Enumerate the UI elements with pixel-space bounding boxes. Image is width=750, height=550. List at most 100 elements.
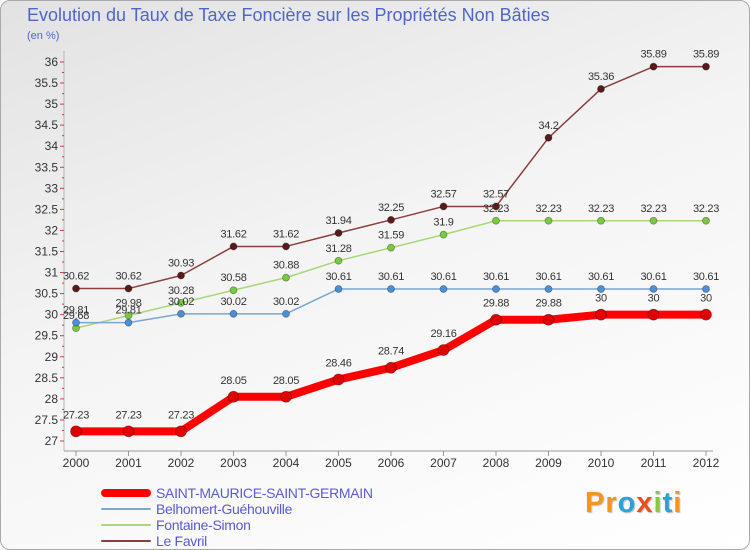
y-tick-label: 34.5 — [35, 118, 59, 132]
data-label: 29.81 — [63, 305, 89, 317]
data-label: 29.98 — [115, 298, 141, 310]
legend-item-belhomert-guehouville: Belhomert-Guéhouville — [101, 501, 373, 517]
data-label: 31.62 — [220, 228, 246, 240]
data-point — [227, 390, 240, 403]
data-point — [597, 216, 605, 225]
data-label: 28.74 — [378, 346, 404, 358]
y-tick-label: 29.5 — [35, 329, 59, 343]
data-label: 30.02 — [168, 296, 194, 308]
data-point — [385, 361, 397, 374]
data-label: 27.23 — [63, 409, 89, 421]
data-point — [177, 271, 185, 280]
y-tick-label: 28.5 — [35, 371, 59, 385]
data-point — [122, 425, 135, 438]
data-point — [334, 285, 343, 293]
legend-label: Belhomert-Guéhouville — [156, 501, 293, 517]
x-tick-label: 2009 — [535, 456, 562, 470]
y-tick-label: 34 — [45, 139, 59, 153]
data-label: 27.23 — [115, 409, 141, 421]
data-point — [282, 273, 290, 282]
data-label: 30.62 — [115, 271, 141, 283]
legend-swatch — [101, 508, 151, 510]
x-tick-label: 2002 — [168, 456, 195, 470]
data-label: 30.62 — [63, 271, 89, 283]
data-label: 31.94 — [325, 215, 351, 227]
y-tick-label: 33.5 — [35, 160, 59, 174]
data-label: 32.23 — [483, 203, 509, 215]
data-label: 30.02 — [273, 296, 299, 308]
x-tick-label: 2003 — [220, 456, 247, 470]
data-label: 30.93 — [168, 258, 194, 270]
logo-letter: i — [673, 487, 683, 519]
proxiti-logo: Proxiti — [585, 487, 682, 520]
data-point — [649, 62, 658, 71]
data-label: 29.68 — [63, 310, 89, 322]
data-point — [387, 216, 395, 224]
y-tick-label: 30 — [45, 308, 59, 322]
data-label: 30.61 — [640, 271, 666, 283]
data-point — [229, 309, 238, 318]
data-label: 34.2 — [538, 120, 558, 132]
y-tick-label: 35.5 — [35, 76, 59, 90]
data-label: 30 — [595, 293, 607, 305]
legend-swatch — [101, 489, 151, 497]
data-point — [282, 242, 290, 251]
data-point — [492, 202, 500, 211]
data-point — [647, 308, 660, 321]
logo-letter: x — [636, 487, 654, 519]
legend-swatch — [101, 540, 151, 542]
data-point — [387, 243, 395, 252]
data-point — [387, 285, 395, 293]
data-point — [282, 309, 290, 318]
x-tick-label: 2008 — [483, 456, 510, 470]
data-point — [72, 318, 80, 327]
data-label: 31.62 — [273, 228, 299, 240]
data-label: 32.23 — [693, 203, 719, 215]
y-tick-label: 33 — [45, 181, 59, 195]
data-point — [229, 286, 238, 295]
y-tick-label: 28 — [45, 392, 59, 406]
data-point — [597, 85, 605, 93]
data-point — [544, 285, 553, 293]
data-point — [280, 390, 292, 403]
legend-label: Fontaine-Simon — [156, 517, 251, 533]
logo-letter: P — [585, 487, 606, 519]
data-point — [542, 313, 555, 326]
data-label: 27.23 — [168, 409, 194, 421]
data-label: 28.05 — [273, 375, 299, 387]
x-tick-label: 2001 — [115, 456, 142, 470]
data-label: 28.46 — [325, 358, 351, 370]
data-label: 35.36 — [588, 71, 614, 83]
data-point — [229, 242, 238, 251]
data-point — [490, 313, 502, 326]
logo-letter: o — [617, 487, 637, 519]
data-label: 30.58 — [220, 272, 246, 284]
data-label: 30.28 — [168, 285, 194, 297]
data-point — [439, 285, 448, 293]
legend-item-saint-maurice-saint-germain: SAINT-MAURICE-SAINT-GERMAIN — [101, 485, 373, 501]
logo-letter: i — [653, 487, 663, 519]
y-tick-label: 32.5 — [35, 202, 59, 216]
y-tick-label: 27.5 — [35, 413, 59, 427]
data-point — [177, 309, 185, 318]
y-tick-label: 29 — [45, 350, 59, 364]
logo-letter: t — [662, 487, 674, 519]
legend-label: Le Favril — [156, 533, 207, 549]
chart-subtitle: (en %) — [27, 30, 60, 42]
data-point — [595, 308, 607, 321]
data-label: 30.88 — [273, 260, 299, 272]
x-tick-label: 2011 — [641, 456, 667, 470]
data-label: 30.61 — [535, 271, 561, 283]
data-point — [700, 308, 712, 321]
data-label: 32.57 — [430, 188, 456, 200]
y-tick-label: 30.5 — [35, 287, 59, 301]
data-label: 35.89 — [693, 49, 719, 61]
data-point — [175, 425, 187, 438]
legend: SAINT-MAURICE-SAINT-GERMAIN Belhomert-Gu… — [101, 485, 373, 549]
data-point — [702, 285, 710, 293]
data-point — [334, 229, 343, 237]
data-label: 30.61 — [430, 271, 456, 283]
data-label: 32.23 — [588, 203, 614, 215]
